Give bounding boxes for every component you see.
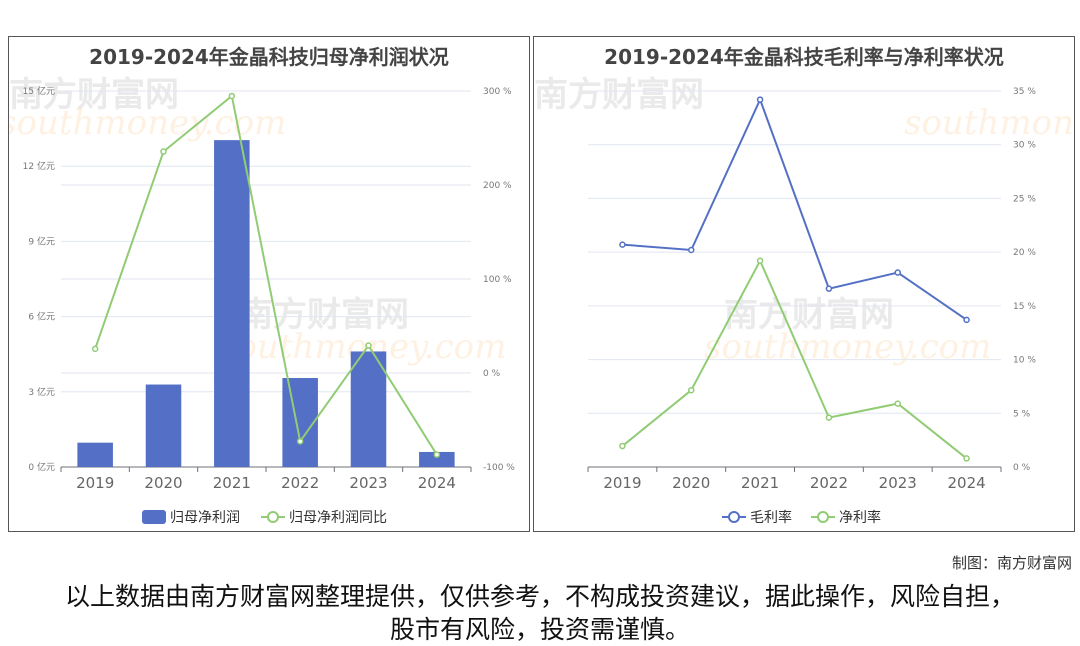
left-axis-tick-label: 3 亿元 xyxy=(28,386,55,398)
right-axis-tick-label: 15 % xyxy=(1013,302,1036,312)
data-point xyxy=(228,92,236,100)
left-axis-tick-label: 0 亿元 xyxy=(28,461,55,473)
right-axis-tick-label: 0 % xyxy=(1013,463,1031,473)
x-axis-tick-label: 2019 xyxy=(76,474,114,492)
bar xyxy=(282,378,318,467)
chart-title: 2019-2024年金晶科技归母净利润状况 xyxy=(89,45,449,69)
data-point xyxy=(756,257,764,264)
series-line xyxy=(94,94,438,456)
x-axis-tick-label: 2021 xyxy=(213,474,251,492)
legend-label: 净利率 xyxy=(839,509,881,526)
chart-credit: 制图：南方财富网 xyxy=(951,554,1072,572)
data-point xyxy=(619,442,626,450)
bar xyxy=(419,451,455,467)
margin-chart-panel: 南方财富网 southmoney.com 南方财富网 southmoney.co… xyxy=(533,36,1075,532)
x-axis-tick-label: 2019 xyxy=(603,474,641,492)
right-axis-tick-label: 0 % xyxy=(483,369,501,379)
x-axis-tick-label: 2023 xyxy=(879,474,917,492)
data-point xyxy=(963,316,970,324)
data-point xyxy=(894,269,901,276)
data-point xyxy=(756,96,764,103)
margin-chart: 0 % 5 % 10 % 15 % 20 % 25 % 30 % 35 % 2019 2020 20… xyxy=(587,87,1036,526)
x-axis-tick-label: 2024 xyxy=(947,474,985,492)
data-point xyxy=(688,246,695,254)
right-axis-tick-label: 25 % xyxy=(1013,194,1036,204)
legend-marker xyxy=(267,511,279,523)
x-axis-tick-label: 2023 xyxy=(349,474,387,492)
data-point xyxy=(619,241,626,248)
legend-marker xyxy=(728,511,740,523)
net-profit-chart-panel: 南方财富网 southmoney.com 南方财富网 southmoney.co… xyxy=(8,36,530,532)
legend-label: 归母净利润同比 xyxy=(289,509,387,526)
series-line xyxy=(622,96,968,321)
x-axis-tick-label: 2021 xyxy=(741,474,779,492)
bar xyxy=(214,140,250,467)
data-point xyxy=(894,400,901,407)
data-point xyxy=(688,386,695,394)
x-axis-tick-label: 2024 xyxy=(418,474,456,492)
legend-bar-swatch xyxy=(142,510,166,524)
data-point xyxy=(296,438,304,445)
chart-title: 2019-2024年金晶科技毛利率与净利率状况 xyxy=(604,45,1004,69)
right-axis-tick-label: 100 % xyxy=(483,275,512,285)
data-point xyxy=(91,345,99,353)
data-point xyxy=(825,285,833,292)
x-axis-tick-label: 2020 xyxy=(672,474,710,492)
right-axis-tick-label: -100 % xyxy=(483,463,515,473)
legend-label: 归母净利润 xyxy=(170,509,240,526)
bar xyxy=(77,442,113,467)
data-point xyxy=(160,148,167,155)
net-profit-chart: -100 % 0 % 100 % 200 % 300 % 0 亿元 3 亿元 6 亿元 9 亿元… xyxy=(23,85,516,526)
data-point xyxy=(963,455,970,462)
left-axis-tick-label: 15 亿元 xyxy=(23,85,55,97)
bar xyxy=(145,384,182,467)
right-axis-tick-label: 35 % xyxy=(1013,87,1036,97)
disclaimer: 以上数据由南方财富网整理提供，仅供参考，不构成投资建议，据此操作，风险自担，股市… xyxy=(64,582,1015,644)
data-point xyxy=(433,451,441,458)
left-axis-tick-label: 6 亿元 xyxy=(28,311,55,323)
left-axis-tick-label: 12 亿元 xyxy=(23,160,55,172)
data-point xyxy=(365,342,372,349)
x-axis-tick-label: 2022 xyxy=(281,474,319,492)
legend-marker xyxy=(817,511,829,523)
data-point xyxy=(825,414,833,421)
right-axis-tick-label: 30 % xyxy=(1013,141,1036,151)
bar xyxy=(350,351,387,467)
right-axis-tick-label: 10 % xyxy=(1013,356,1036,366)
series-line xyxy=(621,258,968,460)
x-axis-tick-label: 2022 xyxy=(810,474,848,492)
right-axis-tick-label: 300 % xyxy=(483,87,512,97)
legend-label: 毛利率 xyxy=(750,509,792,526)
left-axis-tick-label: 9 亿元 xyxy=(28,235,55,247)
right-axis-tick-label: 20 % xyxy=(1013,248,1036,258)
right-axis-tick-label: 200 % xyxy=(483,181,512,191)
x-axis-tick-label: 2020 xyxy=(144,474,182,492)
right-axis-tick-label: 5 % xyxy=(1013,409,1031,419)
